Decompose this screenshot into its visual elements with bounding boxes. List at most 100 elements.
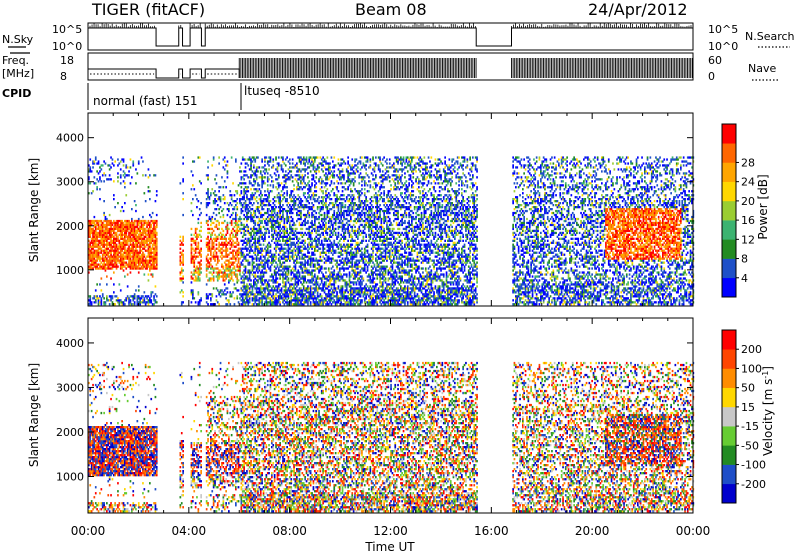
data-cell <box>129 265 132 268</box>
data-cell <box>111 247 114 250</box>
data-cell <box>250 233 252 236</box>
data-cell <box>194 279 197 282</box>
data-cell <box>248 237 251 240</box>
data-cell <box>239 182 241 185</box>
data-cell <box>307 297 309 300</box>
data-cell <box>255 176 258 179</box>
data-cell <box>136 225 139 229</box>
data-cell <box>100 289 103 292</box>
data-cell <box>290 303 293 306</box>
data-cell <box>218 208 220 211</box>
data-cell <box>298 279 301 282</box>
data-cell <box>200 202 202 205</box>
data-cell <box>266 178 269 181</box>
data-cell <box>94 259 97 262</box>
data-cell <box>269 279 272 282</box>
data-cell <box>118 243 121 246</box>
data-cell <box>147 249 150 252</box>
data-cell <box>226 287 229 290</box>
data-cell <box>305 198 308 201</box>
data-cell <box>146 237 148 240</box>
data-cell <box>103 241 105 244</box>
data-cell <box>254 251 257 254</box>
data-cell <box>269 174 272 177</box>
data-cell <box>101 174 104 177</box>
data-cell <box>261 295 263 298</box>
data-cell <box>133 237 136 240</box>
data-cell <box>101 221 104 225</box>
data-cell <box>276 301 279 304</box>
data-cell <box>179 255 182 258</box>
data-cell <box>247 204 250 207</box>
data-cell <box>304 289 306 292</box>
data-cell <box>247 237 250 240</box>
data-cell <box>264 255 266 258</box>
data-cell <box>255 188 258 191</box>
data-cell <box>233 267 236 270</box>
data-cell <box>137 267 140 270</box>
data-cell <box>290 208 293 211</box>
data-cell <box>97 301 100 304</box>
data-cell <box>133 293 136 296</box>
freq-tick-bottom: 8 <box>60 70 67 83</box>
data-cell <box>196 247 198 250</box>
data-cell <box>293 287 295 290</box>
data-cell <box>296 295 298 298</box>
data-cell <box>298 158 301 161</box>
data-cell <box>139 245 141 248</box>
data-cell <box>99 267 101 270</box>
data-cell <box>233 283 236 286</box>
data-cell <box>149 301 151 304</box>
data-cell <box>282 275 284 278</box>
data-cell <box>110 259 112 262</box>
data-cell <box>179 263 182 266</box>
data-cell <box>311 211 313 215</box>
data-cell <box>286 235 288 238</box>
data-cell <box>298 168 301 171</box>
data-cell <box>316 208 319 211</box>
data-cell <box>236 281 239 284</box>
data-cell <box>131 261 133 264</box>
data-cell <box>149 227 151 231</box>
data-cell <box>129 223 132 227</box>
data-cell <box>208 249 211 252</box>
data-cell <box>244 269 247 272</box>
data-cell <box>262 279 265 282</box>
data-cell <box>239 263 241 266</box>
data-cell <box>254 281 257 284</box>
data-cell <box>287 202 290 205</box>
data-cell <box>282 281 284 284</box>
data-cell <box>100 180 103 183</box>
cpid-normal-fast: normal (fast) 151 <box>93 94 197 108</box>
data-cell <box>137 235 140 238</box>
data-cell <box>312 239 315 242</box>
data-cell <box>133 303 136 306</box>
data-cell <box>230 198 233 201</box>
data-cell <box>320 213 323 217</box>
data-cell <box>194 255 197 258</box>
data-cell <box>322 200 324 203</box>
data-cell <box>253 299 255 302</box>
data-cell <box>113 219 115 223</box>
data-cell <box>259 261 262 264</box>
data-cell <box>155 301 158 304</box>
data-cell <box>312 269 315 272</box>
data-cell <box>268 283 270 286</box>
data-cell <box>108 178 111 181</box>
data-cell <box>250 245 252 248</box>
data-cell <box>302 243 305 246</box>
data-cell <box>294 299 297 302</box>
data-cell <box>103 259 105 262</box>
data-cell <box>143 237 146 240</box>
data-cell <box>216 259 219 262</box>
data-cell <box>219 206 222 209</box>
data-cell <box>125 243 128 246</box>
data-cell <box>153 219 155 223</box>
data-cell <box>132 225 135 229</box>
data-cell <box>115 223 118 227</box>
data-cell <box>154 174 157 177</box>
data-cell <box>140 223 143 227</box>
data-cell <box>272 277 275 280</box>
data-cell <box>218 273 220 276</box>
data-cell <box>97 227 100 231</box>
